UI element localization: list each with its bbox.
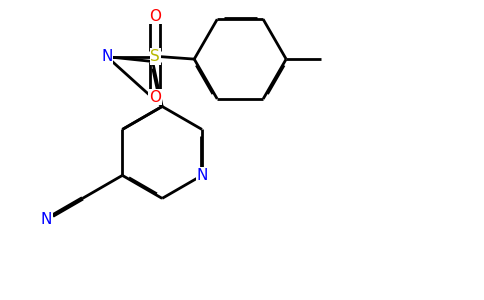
Text: O: O <box>149 90 161 105</box>
Text: N: N <box>41 212 52 227</box>
Text: N: N <box>101 49 113 64</box>
Text: S: S <box>150 49 160 64</box>
Text: N: N <box>197 168 208 183</box>
Text: O: O <box>149 9 161 24</box>
